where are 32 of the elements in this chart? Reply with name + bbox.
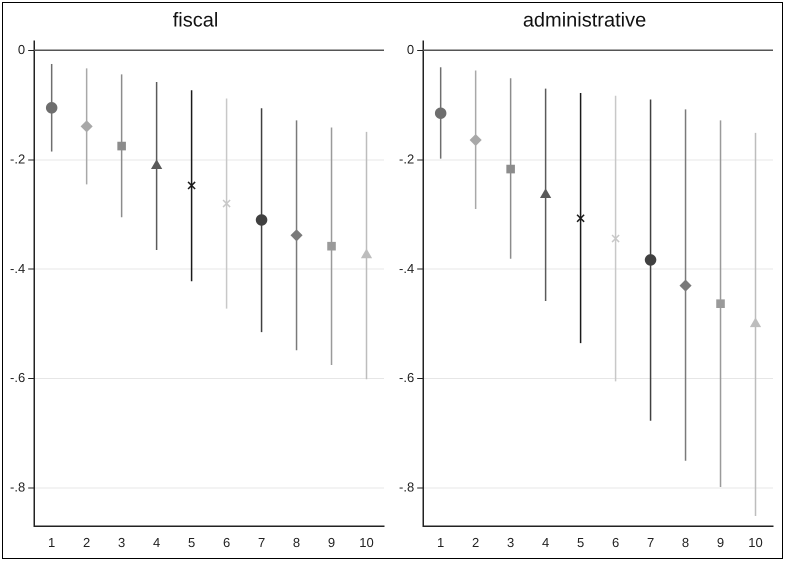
x-tick-label: 3 bbox=[507, 534, 514, 550]
x-tick-label: 7 bbox=[258, 534, 266, 550]
x-tick-label: 6 bbox=[612, 534, 620, 550]
x-tick-label: 4 bbox=[542, 534, 550, 550]
x-tick-label: 2 bbox=[83, 534, 90, 550]
y-tick-label: -.4 bbox=[399, 260, 414, 276]
x-tick-label: 9 bbox=[716, 534, 724, 550]
y-tick-label: -.8 bbox=[10, 480, 26, 495]
x-tick-label: 9 bbox=[328, 534, 336, 550]
x-tick-label: 8 bbox=[292, 534, 300, 550]
y-tick-label: -.2 bbox=[10, 151, 26, 166]
x-tick-label: 10 bbox=[748, 534, 763, 550]
x-tick-label: 4 bbox=[152, 534, 160, 550]
x-tick-label: 2 bbox=[472, 534, 480, 550]
y-tick-label: 0 bbox=[18, 42, 26, 57]
x-tick-label: 6 bbox=[222, 534, 230, 550]
x-tick-label: 7 bbox=[646, 534, 654, 550]
y-tick-label: -.8 bbox=[399, 480, 414, 495]
y-tick-label: -.4 bbox=[10, 260, 26, 276]
x-tick-label: 5 bbox=[576, 534, 584, 550]
x-tick-label: 5 bbox=[188, 534, 196, 550]
x-tick-label: 1 bbox=[437, 534, 444, 550]
chart-title: administrative bbox=[522, 10, 646, 32]
y-tick-label: -.6 bbox=[399, 370, 414, 386]
x-tick-label: 1 bbox=[48, 534, 56, 550]
y-tick-label: -.6 bbox=[10, 370, 26, 386]
y-tick-label: -.2 bbox=[399, 151, 414, 166]
y-tick-label: 0 bbox=[406, 42, 414, 57]
x-tick-label: 8 bbox=[682, 534, 690, 550]
chart-title: fiscal bbox=[172, 10, 218, 32]
x-tick-label: 10 bbox=[359, 534, 374, 550]
x-tick-label: 3 bbox=[118, 534, 126, 550]
